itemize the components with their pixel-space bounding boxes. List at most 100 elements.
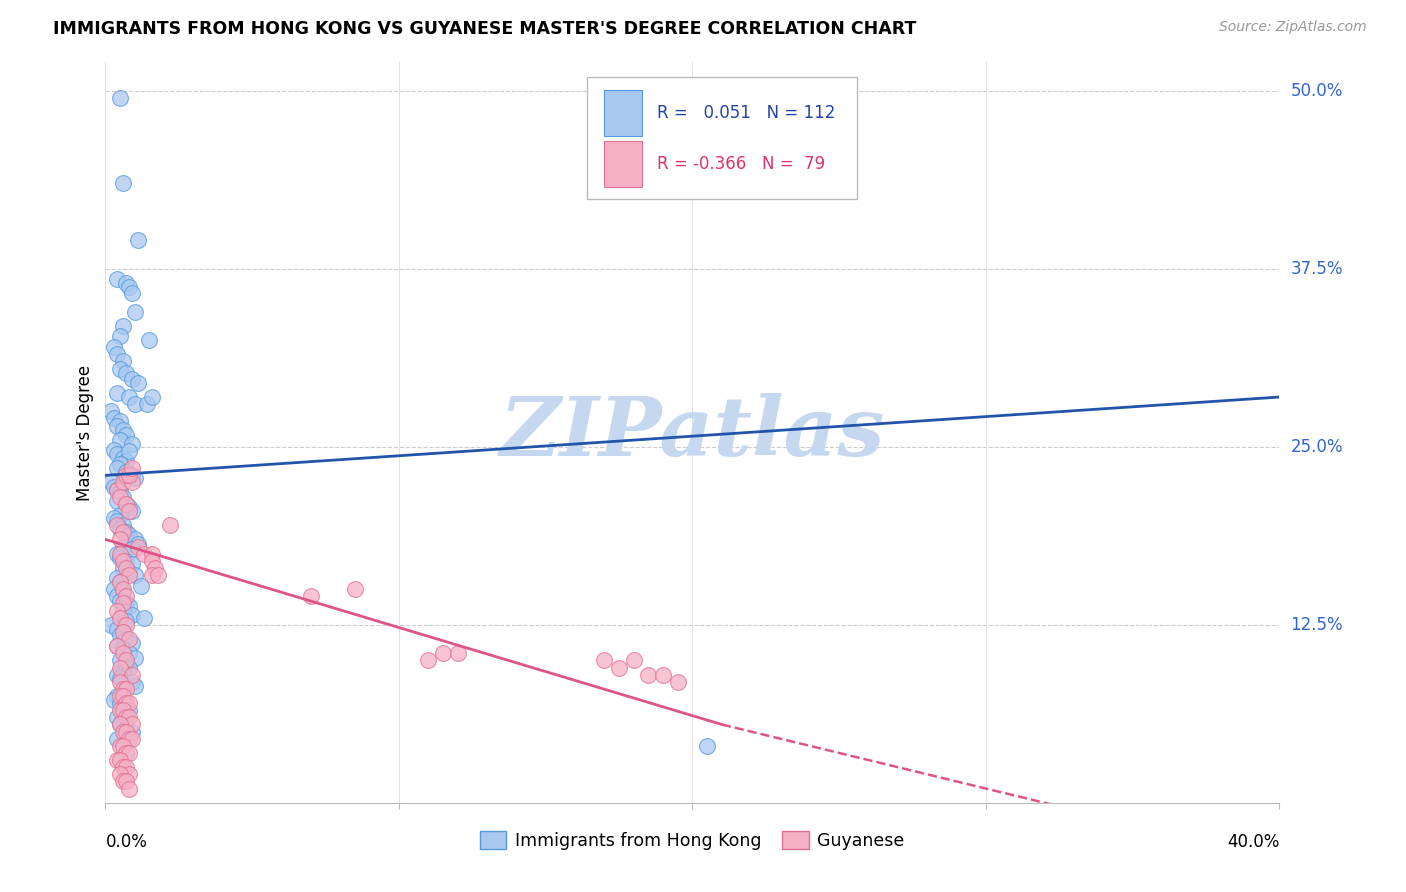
Point [121, 636, 143, 650]
Point [118, 528, 141, 542]
Point [115, 653, 138, 667]
Point [105, 731, 128, 746]
Point [138, 333, 160, 347]
Point [115, 454, 138, 468]
Point [141, 390, 163, 404]
Point [105, 639, 128, 653]
Point [112, 760, 135, 774]
Point [112, 585, 135, 599]
Point [112, 646, 135, 660]
Point [127, 234, 149, 248]
Point [105, 447, 128, 461]
Point [121, 557, 143, 571]
Point [127, 536, 149, 550]
Point [121, 717, 143, 731]
Point [105, 518, 128, 533]
Point [121, 674, 143, 689]
Point [112, 451, 135, 466]
Point [652, 667, 675, 681]
Text: ZIPatlas: ZIPatlas [499, 392, 886, 473]
Point [108, 717, 131, 731]
Point [103, 411, 125, 425]
Point [121, 468, 143, 483]
Point [159, 518, 181, 533]
Point [108, 696, 131, 710]
Point [118, 390, 141, 404]
Point [112, 642, 135, 657]
Point [696, 739, 718, 753]
Point [100, 475, 122, 490]
Point [129, 579, 152, 593]
Point [607, 660, 630, 674]
Text: IMMIGRANTS FROM HONG KONG VS GUYANESE MASTER'S DEGREE CORRELATION CHART: IMMIGRANTS FROM HONG KONG VS GUYANESE MA… [53, 20, 917, 37]
Point [108, 550, 131, 565]
Y-axis label: Master's Degree: Master's Degree [76, 365, 94, 500]
Point [115, 681, 138, 696]
Point [105, 753, 128, 767]
Point [103, 442, 125, 457]
Text: 25.0%: 25.0% [1291, 438, 1343, 456]
Point [105, 385, 128, 400]
Point [118, 568, 141, 582]
Point [112, 582, 135, 597]
Point [105, 667, 128, 681]
Point [105, 622, 128, 636]
Point [112, 707, 135, 722]
Point [418, 653, 440, 667]
Point [118, 731, 141, 746]
Point [112, 318, 135, 333]
Point [121, 475, 143, 490]
Point [112, 624, 135, 639]
Point [121, 542, 143, 557]
Point [105, 639, 128, 653]
Point [103, 693, 125, 707]
Text: R =   0.051   N = 112: R = 0.051 N = 112 [657, 104, 835, 122]
Point [105, 547, 128, 561]
Point [108, 575, 131, 590]
Point [100, 404, 122, 418]
Point [112, 525, 135, 540]
Point [115, 617, 138, 632]
Point [105, 590, 128, 604]
Point [108, 433, 131, 447]
Point [108, 485, 131, 500]
Point [121, 667, 143, 681]
Point [115, 698, 138, 713]
Point [118, 565, 141, 579]
Point [103, 511, 125, 525]
Point [108, 739, 131, 753]
FancyBboxPatch shape [605, 141, 643, 186]
Point [108, 674, 131, 689]
Point [108, 414, 131, 428]
Point [343, 582, 366, 597]
Point [299, 590, 322, 604]
Point [135, 397, 157, 411]
Point [115, 614, 138, 628]
Point [132, 610, 155, 624]
Point [108, 457, 131, 471]
Point [124, 471, 146, 485]
Point [112, 724, 135, 739]
Point [115, 746, 138, 760]
Point [108, 628, 131, 642]
Point [112, 624, 135, 639]
Point [118, 468, 141, 483]
Point [118, 632, 141, 646]
Point [108, 610, 131, 624]
Point [112, 540, 135, 554]
FancyBboxPatch shape [605, 90, 643, 136]
Point [108, 328, 131, 343]
Point [623, 653, 645, 667]
Point [432, 646, 454, 660]
Point [124, 568, 146, 582]
Point [141, 547, 163, 561]
Point [108, 91, 131, 105]
Text: 12.5%: 12.5% [1291, 615, 1343, 634]
Text: 0.0%: 0.0% [105, 833, 148, 851]
Point [118, 660, 141, 674]
Point [115, 710, 138, 724]
Point [112, 597, 135, 611]
Point [108, 523, 131, 537]
Point [115, 468, 138, 483]
Point [115, 760, 138, 774]
